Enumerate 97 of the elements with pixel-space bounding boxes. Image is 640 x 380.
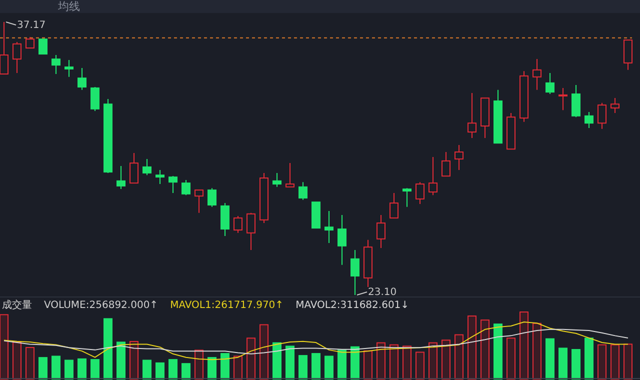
candlestick <box>390 192 398 218</box>
bar <box>272 342 282 380</box>
candlestick <box>338 214 346 266</box>
candlestick <box>116 165 126 190</box>
candlestick <box>0 22 8 74</box>
bar <box>494 324 502 380</box>
candlestick <box>168 176 178 194</box>
bar <box>584 338 594 380</box>
candlestick <box>428 156 438 196</box>
bar <box>390 344 398 380</box>
candlestick <box>324 210 334 244</box>
bar <box>546 338 554 380</box>
bar <box>298 355 308 380</box>
candlestick <box>78 67 86 90</box>
candlestick <box>610 98 620 114</box>
bar <box>520 312 528 380</box>
chart-title: 成交量 <box>2 299 32 311</box>
text: MAVOL1:261717.970↑ <box>170 300 284 311</box>
bar <box>324 356 334 380</box>
bar <box>260 324 268 380</box>
bar <box>130 340 138 380</box>
candlestick <box>624 40 632 70</box>
candlestick <box>220 202 230 237</box>
candlestick <box>142 158 152 176</box>
bar <box>286 346 294 380</box>
candlestick <box>572 84 580 118</box>
bar <box>468 316 476 380</box>
bar <box>156 362 164 380</box>
candlestick <box>558 87 568 111</box>
bar <box>90 359 100 380</box>
bar <box>416 352 424 380</box>
candlestick <box>272 172 282 188</box>
bar <box>168 359 178 380</box>
bar <box>52 356 60 380</box>
bar <box>350 346 360 380</box>
text: 均线 <box>57 0 80 13</box>
bar <box>402 346 412 380</box>
candlestick <box>130 152 138 184</box>
bar <box>78 358 86 380</box>
text: VOLUME:256892.000↑ <box>44 300 158 311</box>
bar <box>572 349 580 380</box>
bar <box>234 356 242 380</box>
candlestick <box>286 162 294 188</box>
candlestick <box>156 170 164 185</box>
bar <box>246 338 256 380</box>
bar <box>38 357 48 380</box>
candlestick <box>598 102 606 130</box>
bar <box>0 314 8 380</box>
bar <box>182 363 190 380</box>
bar <box>598 344 606 380</box>
candlestick <box>26 36 34 48</box>
bar <box>480 320 490 380</box>
candlestick <box>90 86 100 112</box>
candlestick <box>208 188 216 208</box>
bar <box>338 350 346 380</box>
bar <box>610 344 620 380</box>
candlestick <box>246 212 256 250</box>
candlestick <box>194 190 204 214</box>
candlestick <box>546 72 554 94</box>
candlestick <box>402 188 412 208</box>
bar <box>532 322 542 380</box>
bar <box>558 348 568 380</box>
bar <box>428 342 438 380</box>
bar <box>26 347 34 380</box>
candlestick <box>468 92 476 139</box>
bar <box>12 342 22 380</box>
candlestick <box>38 38 48 55</box>
bar <box>624 344 632 380</box>
candlestick <box>584 112 594 128</box>
bar <box>208 357 216 380</box>
bar <box>142 360 152 380</box>
candlestick <box>52 54 60 74</box>
candlestick <box>350 249 360 296</box>
candlestick <box>182 179 190 196</box>
candlestick <box>64 60 74 78</box>
candlestick <box>442 152 450 177</box>
bar <box>364 350 372 380</box>
text: MAVOL2:311682.601↓ <box>296 300 410 311</box>
annotation: 37.17 <box>17 20 46 31</box>
candlestick <box>298 182 308 200</box>
bar <box>442 340 450 380</box>
bar <box>104 318 112 380</box>
bar <box>116 342 126 380</box>
bar <box>454 334 464 380</box>
bar <box>376 342 386 380</box>
bar <box>220 353 230 380</box>
bar <box>506 338 516 380</box>
bar <box>194 350 204 380</box>
candlestick <box>376 214 386 249</box>
candlestick <box>532 58 542 90</box>
candlestick <box>454 144 464 171</box>
candlestick <box>234 216 242 234</box>
candlestick <box>12 41 22 74</box>
annotation: 23.10 <box>368 287 397 298</box>
candlestick <box>416 182 424 204</box>
bar <box>312 353 320 380</box>
bar <box>64 360 74 380</box>
